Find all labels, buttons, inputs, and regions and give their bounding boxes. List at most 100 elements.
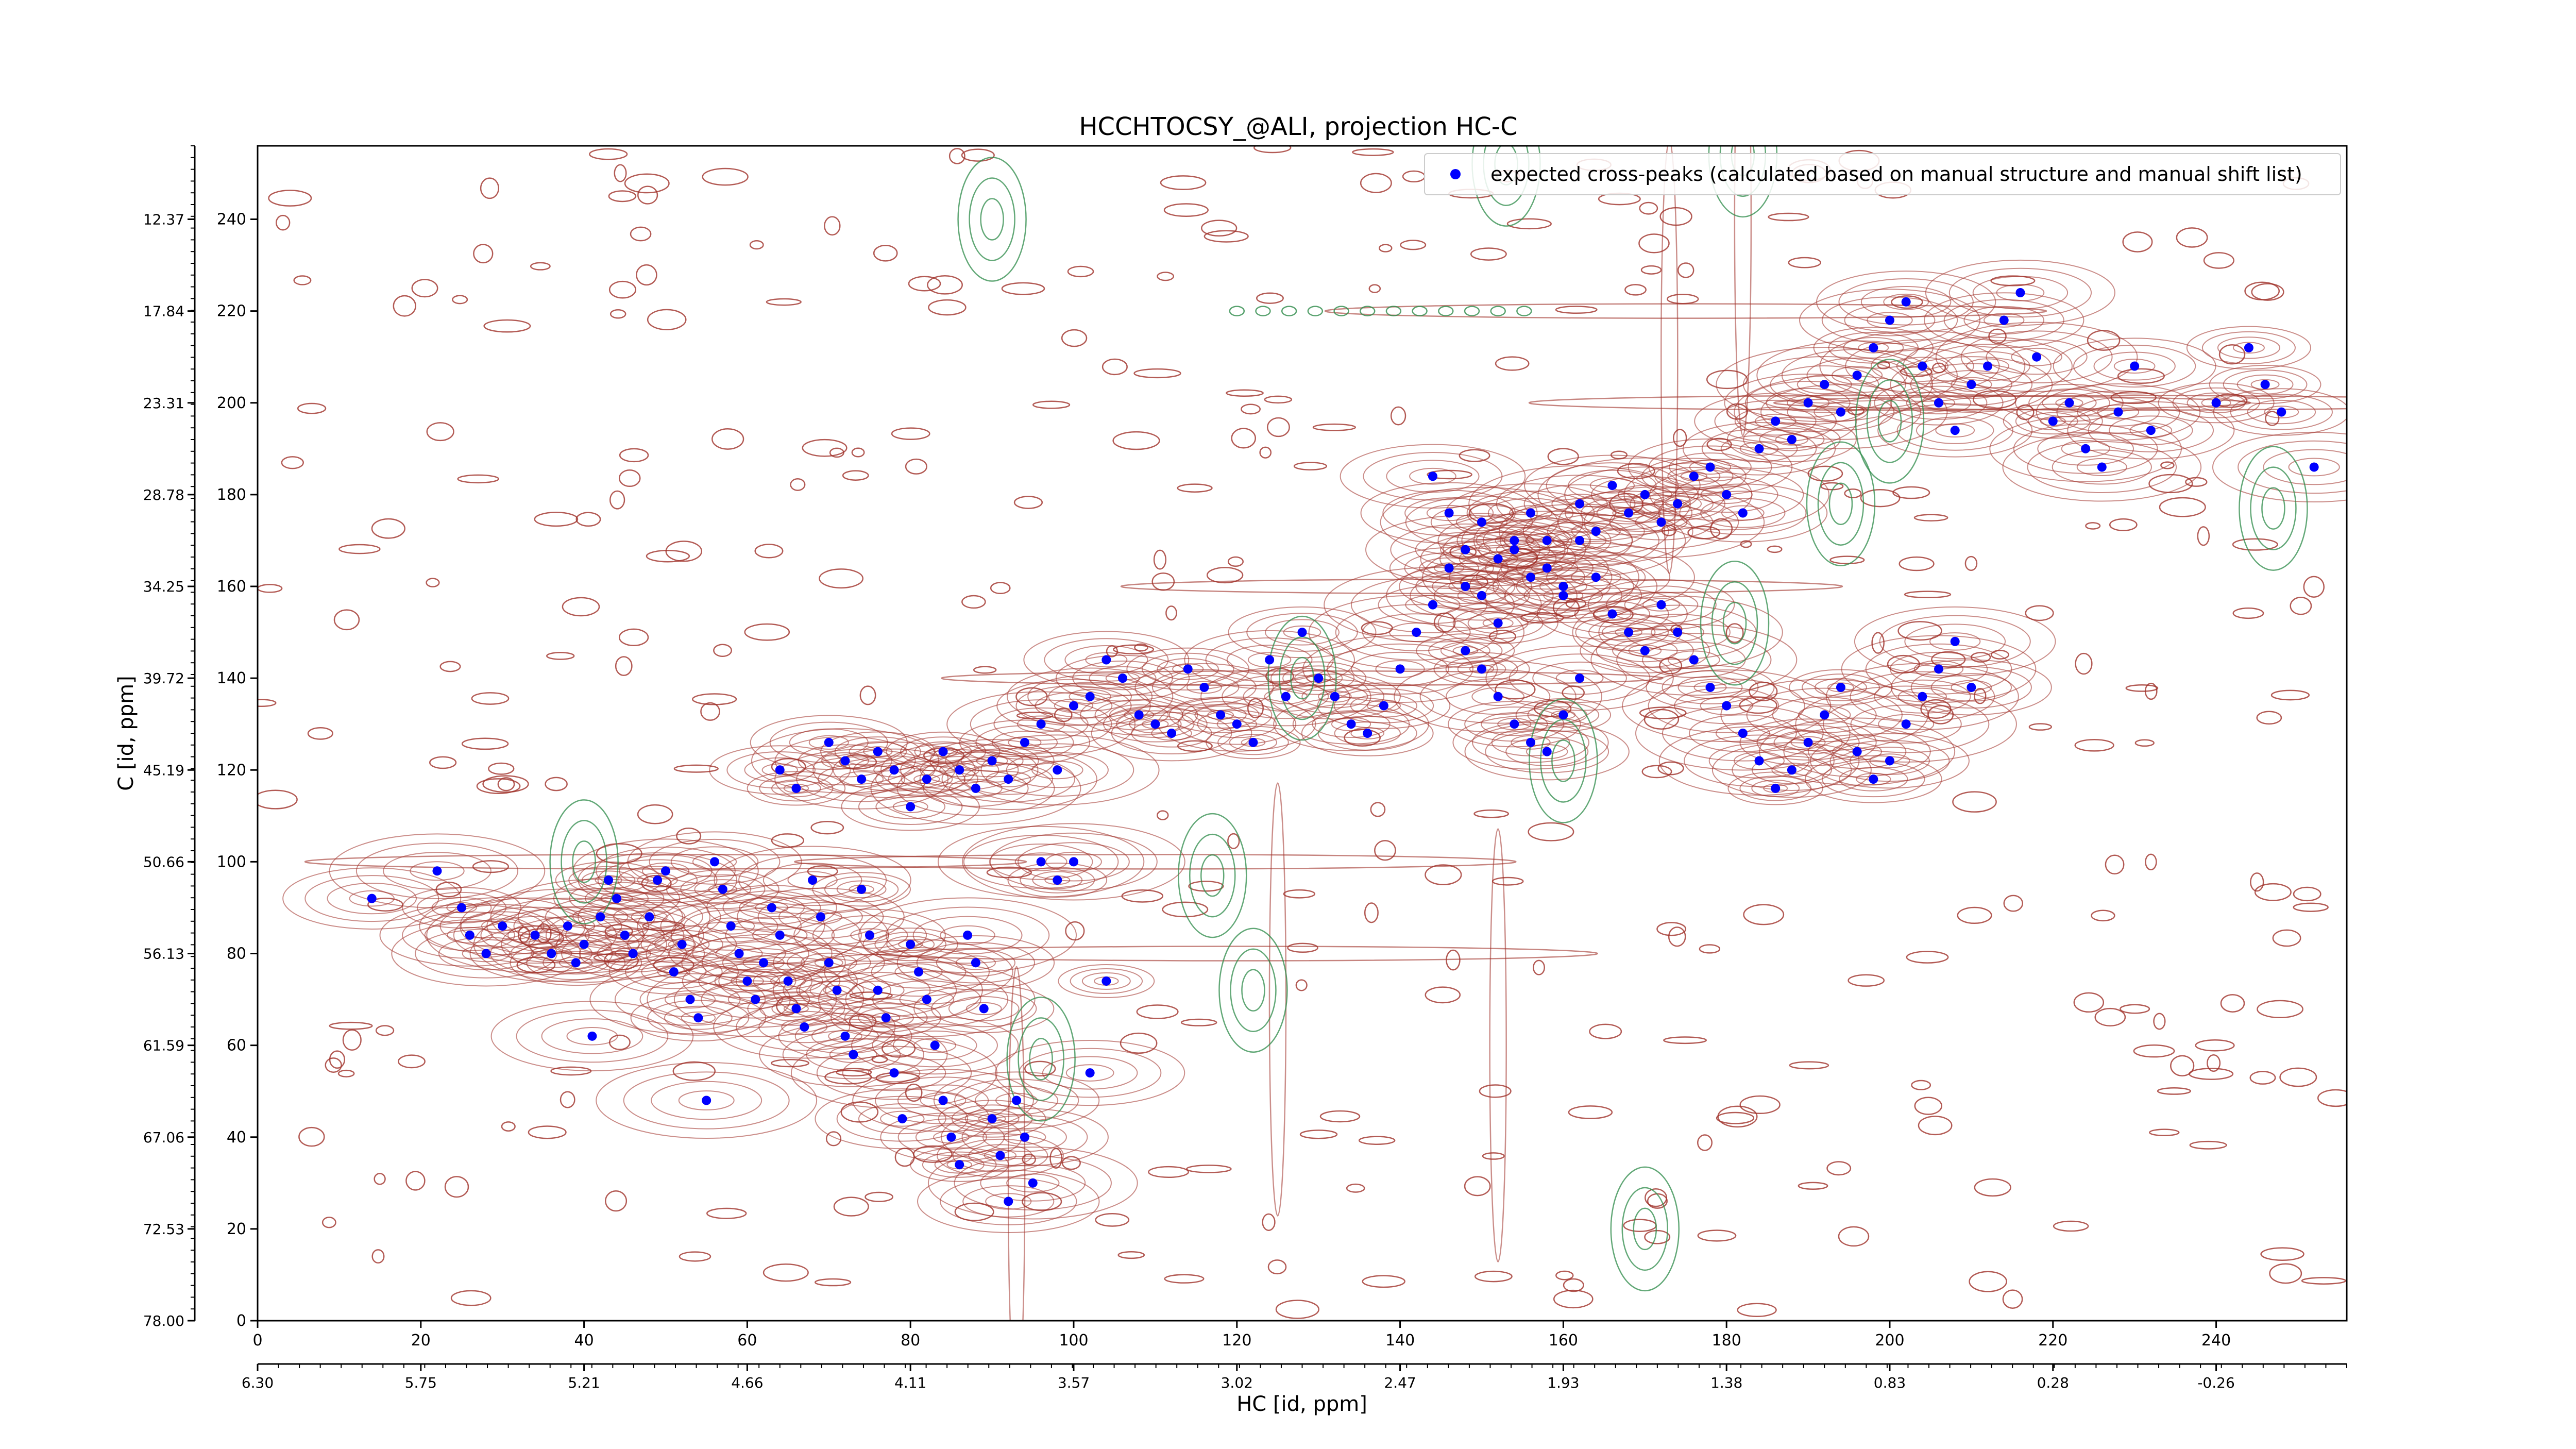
peak-contour: [1739, 718, 1877, 767]
peak-contour: [1772, 696, 1877, 733]
peak-contour: [1609, 503, 1714, 541]
cross-peak-marker: [1836, 407, 1845, 417]
noise-contour: [833, 1197, 869, 1217]
noise-contour: [1364, 902, 1379, 923]
peak-contour: [1839, 767, 1908, 791]
cross-peak-marker: [1085, 1068, 1095, 1078]
y-tick-label: 220: [217, 302, 246, 321]
x-tick-label: 200: [1875, 1332, 1904, 1350]
cross-peak-marker: [955, 1160, 964, 1170]
noise-contour: [1717, 1105, 1758, 1128]
cross-peak-marker: [660, 866, 670, 876]
cross-peak-marker: [946, 1132, 956, 1142]
noise-contour: [482, 775, 529, 793]
peak-contour: [1913, 660, 1964, 678]
noise-contour: [2133, 1044, 2175, 1058]
noise-contour: [2002, 1289, 2023, 1309]
cross-peak-marker: [1526, 508, 1536, 518]
cross-peak-marker: [840, 1031, 850, 1041]
noise-contour: [1133, 368, 1181, 379]
y-tick-label: 200: [217, 394, 246, 412]
negative-contour: [1490, 306, 1506, 316]
peak-contour: [1522, 506, 1669, 557]
noise-contour: [672, 1061, 716, 1081]
peak-contour: [657, 966, 691, 978]
noise-contour: [2125, 684, 2159, 692]
y-ppm-tick-label: 67.06: [143, 1129, 184, 1146]
noise-contour: [1425, 986, 1461, 1004]
cross-peak-marker: [1216, 710, 1226, 720]
noise-contour: [337, 1069, 355, 1077]
negative-contour: [1529, 698, 1598, 823]
peak-contour: [858, 788, 963, 825]
y-tick-label: 20: [227, 1220, 246, 1238]
negative-contour: [572, 840, 596, 883]
y-ppm-tick-label: 34.25: [143, 578, 184, 595]
cross-peak-marker: [922, 995, 931, 1004]
noise-contour: [1474, 1270, 1513, 1283]
cross-peak-marker: [1754, 756, 1764, 766]
cross-peak-marker: [1607, 481, 1617, 491]
noise-contour: [637, 804, 673, 824]
peak-contour: [1766, 387, 1851, 418]
peak-contour: [1471, 687, 1524, 706]
negative-contour: [1711, 581, 1758, 665]
cross-peak-marker: [1493, 554, 1503, 564]
peak-contour: [1986, 339, 2088, 375]
peak-contour: [678, 1090, 735, 1110]
noise-contour: [1639, 201, 1658, 215]
peak-contour: [842, 1054, 946, 1091]
noise-contour: [1897, 621, 1942, 641]
noise-contour: [321, 1217, 336, 1228]
cross-peak-marker: [1591, 527, 1601, 536]
peak-contour: [1716, 346, 1934, 423]
peak-contour: [927, 1147, 1138, 1220]
peak-contour: [681, 934, 846, 991]
cross-peak-marker: [1689, 655, 1699, 665]
peak-contour: [2042, 393, 2097, 413]
cross-peak-marker: [1020, 1132, 1029, 1142]
peak-contour: [984, 1149, 1017, 1161]
peak-contour: [2186, 326, 2312, 370]
peak-contour: [1405, 495, 1558, 549]
y-tick-label: 240: [217, 211, 246, 229]
peak-contour: [1711, 742, 1872, 798]
noise-contour: [1974, 688, 1987, 704]
cross-peak-marker: [1575, 673, 1585, 683]
peak-contour: [962, 823, 1185, 901]
noise-contour: [545, 777, 568, 791]
noise-contour: [393, 295, 416, 317]
noise-contour: [2218, 344, 2246, 365]
noise-contour: [2250, 872, 2264, 892]
noise-contour: [2176, 227, 2208, 248]
peak-contour: [282, 867, 462, 930]
y-tick-label: 100: [217, 853, 246, 871]
noise-contour: [1464, 1176, 1491, 1197]
cross-peak-marker: [2146, 426, 2156, 435]
peak-contour: [975, 1085, 1059, 1116]
peak-contour: [2238, 440, 2347, 494]
peak-contour: [1018, 842, 1130, 882]
noise-contour: [2254, 883, 2292, 901]
peak-contour: [1265, 619, 1340, 646]
negative-contour: [1189, 833, 1236, 918]
noise-contour: [1743, 904, 1785, 925]
noise-contour: [1990, 275, 2036, 287]
cross-peak-marker: [1053, 875, 1062, 885]
peak-contour: [1854, 606, 2056, 677]
peak-contour: [1246, 613, 1358, 652]
peak-contour: [355, 843, 519, 900]
peak-contour: [715, 945, 763, 962]
peak-contour: [349, 890, 395, 907]
peak-contour: [995, 1039, 1185, 1106]
peak-contour: [2003, 403, 2103, 439]
peak-contour: [1734, 375, 1948, 449]
noise-contour: [1911, 1080, 1931, 1090]
noise-contour: [770, 1058, 809, 1068]
plot-frame: [257, 145, 2348, 1322]
peak-contour: [1157, 658, 1219, 680]
peak-contour: [1951, 377, 1992, 392]
cross-peak-marker: [914, 967, 924, 977]
cross-peak-marker: [612, 894, 621, 903]
peak-contour: [617, 866, 698, 895]
